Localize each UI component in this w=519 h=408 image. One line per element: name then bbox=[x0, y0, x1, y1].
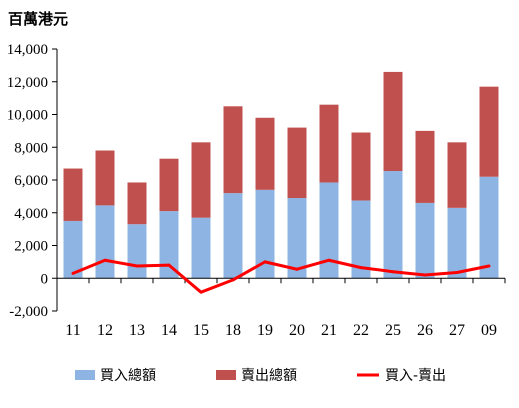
y-tick-label: 8,000 bbox=[14, 140, 48, 156]
legend: 買入總額 賣出總額 買入-賣出 bbox=[75, 367, 446, 384]
x-tick-label: 21 bbox=[321, 322, 337, 339]
x-tick-label: 25 bbox=[385, 322, 401, 339]
legend-sell: 賣出總額 bbox=[216, 367, 297, 384]
buy-bar-18 bbox=[223, 193, 243, 279]
y-tick-label: -2,000 bbox=[9, 304, 48, 320]
buy-bar-27 bbox=[447, 207, 467, 279]
buy-bar-11 bbox=[63, 220, 83, 279]
sell-bar-20 bbox=[287, 127, 307, 199]
net-point-21 bbox=[327, 258, 331, 262]
x-tick-label: 09 bbox=[481, 322, 497, 339]
x-tick-label: 26 bbox=[417, 322, 433, 339]
legend-buy-label: 買入總額 bbox=[100, 367, 156, 384]
legend-net: 買入-賣出 bbox=[357, 368, 446, 384]
y-axis-ticks: -2,000 0 2,000 4,000 6,000 8,000 10,000 12,000 1… bbox=[7, 42, 57, 320]
net-line bbox=[72, 258, 490, 294]
buy-bar-12 bbox=[95, 205, 115, 279]
buy-bar-13 bbox=[127, 224, 147, 279]
legend-sell-label: 賣出總額 bbox=[241, 367, 297, 384]
net-point-25 bbox=[391, 270, 395, 274]
buy-bar-19 bbox=[255, 189, 275, 279]
sell-bar-18 bbox=[223, 106, 243, 194]
sell-bar-22 bbox=[351, 132, 371, 201]
sell-bar-15 bbox=[191, 142, 211, 218]
legend-sell-swatch bbox=[216, 370, 236, 380]
y-tick-label: 12,000 bbox=[7, 75, 48, 91]
buy-bar-21 bbox=[319, 182, 339, 279]
net-point-22 bbox=[359, 266, 363, 270]
legend-buy-swatch bbox=[75, 370, 95, 380]
buy-bar-15 bbox=[191, 217, 211, 279]
buy-bar-09 bbox=[479, 176, 499, 279]
sell-bar-25 bbox=[383, 71, 403, 171]
sell-bar-12 bbox=[95, 150, 115, 206]
net-point-20 bbox=[295, 267, 299, 271]
net-point-27 bbox=[455, 271, 459, 275]
x-tick-label: 12 bbox=[97, 322, 113, 339]
unit-label: 百萬港元 bbox=[8, 10, 68, 28]
sell-bar-26 bbox=[415, 130, 435, 203]
y-tick-label: 14,000 bbox=[7, 42, 48, 58]
x-tick-label: 27 bbox=[449, 322, 465, 339]
x-tick-label: 11 bbox=[65, 322, 80, 339]
x-tick-label: 15 bbox=[193, 322, 209, 339]
legend-net-label: 買入-賣出 bbox=[385, 368, 446, 384]
sell-bar-13 bbox=[127, 182, 147, 225]
sell-bar-14 bbox=[159, 158, 179, 212]
buy-bar-14 bbox=[159, 211, 179, 279]
y-tick-label: 2,000 bbox=[14, 239, 48, 255]
buy-bar-22 bbox=[351, 200, 371, 279]
x-tick-label: 22 bbox=[353, 322, 369, 339]
sell-bar-11 bbox=[63, 168, 83, 221]
net-point-18 bbox=[231, 278, 235, 282]
sell-bar-09 bbox=[479, 86, 499, 177]
line-layer bbox=[71, 258, 491, 294]
net-point-11 bbox=[71, 271, 75, 275]
x-tick-label: 14 bbox=[161, 322, 177, 339]
sell-bar-19 bbox=[255, 117, 275, 190]
buy-bar-20 bbox=[287, 198, 307, 279]
axes-layer bbox=[56, 49, 506, 311]
net-point-13 bbox=[135, 264, 139, 268]
buy-bar-25 bbox=[383, 170, 403, 279]
buy-bar-26 bbox=[415, 202, 435, 279]
net-point-12 bbox=[103, 258, 107, 262]
sell-bar-21 bbox=[319, 104, 339, 183]
net-point-15 bbox=[199, 290, 203, 294]
x-tick-label: 20 bbox=[289, 322, 305, 339]
y-tick-label: 6,000 bbox=[14, 173, 48, 189]
x-tick-label: 18 bbox=[225, 322, 241, 339]
y-tick-label: 10,000 bbox=[7, 108, 48, 124]
x-tick-label: 13 bbox=[129, 322, 145, 339]
net-point-26 bbox=[423, 273, 427, 277]
sell-bar-27 bbox=[447, 142, 467, 208]
y-tick-label: 4,000 bbox=[14, 206, 48, 222]
x-axis-ticks: 11 12 13 14 15 18 19 20 21 22 25 26 27 09 bbox=[65, 322, 497, 339]
x-tick-label: 19 bbox=[257, 322, 273, 339]
bars-layer bbox=[63, 71, 499, 279]
legend-buy: 買入總額 bbox=[75, 367, 156, 384]
net-point-14 bbox=[167, 263, 171, 267]
net-point-19 bbox=[263, 260, 267, 264]
net-point-09 bbox=[487, 264, 491, 268]
y-tick-label: 0 bbox=[41, 271, 49, 287]
